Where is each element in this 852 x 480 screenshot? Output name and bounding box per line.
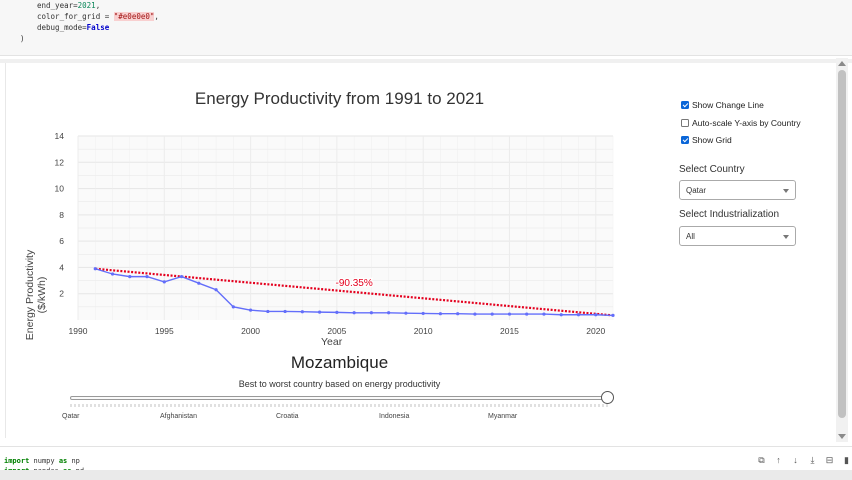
copy-icon[interactable]: ⧉ [758, 455, 765, 465]
x-tick-label: 2005 [327, 326, 346, 336]
industrialization-select[interactable]: All [679, 226, 796, 246]
change-annotation: -90.35% [336, 278, 373, 289]
checkbox-icon[interactable] [681, 119, 689, 127]
country-select-value: Qatar [686, 186, 707, 195]
x-axis-label: Year [321, 336, 343, 348]
y-tick-label: 12 [55, 157, 65, 167]
data-point [507, 312, 512, 316]
chevron-down-icon [783, 189, 789, 193]
data-point [542, 312, 546, 316]
checkbox-icon[interactable] [681, 136, 689, 144]
data-point [145, 275, 149, 279]
scroll-thumb[interactable] [838, 70, 846, 418]
insert-below-icon[interactable]: ⤓ [810, 455, 815, 465]
data-point [352, 311, 356, 315]
code-line: end_year=2021, [37, 1, 101, 10]
data-point [179, 275, 184, 279]
slider-handle[interactable] [601, 391, 614, 404]
slider-mark[interactable]: Indonesia [379, 413, 410, 420]
code-line: import numpy as np [4, 457, 80, 465]
y-tick-label: 4 [59, 262, 64, 272]
data-point [335, 310, 339, 314]
code-line: ) [20, 34, 25, 43]
slider-ticks [70, 404, 608, 407]
y-tick-label: 10 [55, 184, 65, 194]
data-point [594, 313, 598, 317]
data-point [404, 311, 408, 315]
delete-icon[interactable]: ▮ [844, 455, 849, 465]
code-cell-top[interactable]: end_year=2021, color_for_grid = "#e0e0e0… [0, 0, 852, 56]
cell-separator [0, 59, 852, 63]
x-tick-label: 2010 [414, 326, 433, 336]
selected-country-title: Mozambique [290, 353, 389, 372]
slider-mark[interactable]: Croatia [276, 413, 299, 420]
x-tick-label: 2020 [586, 326, 605, 336]
line-chart: 2 4 6 8 10 12 14 1990 1995 2000 2005 2010 2015 2020 -… [55, 131, 615, 336]
cell-toolbar: ⧉ ↑ ↓ ⤓ ⊟ ▮ [756, 455, 852, 466]
select-country-label: Select Country [679, 164, 745, 175]
x-tick-label: 2000 [241, 326, 260, 336]
data-point [490, 312, 494, 316]
data-point [576, 313, 581, 317]
x-tick-label: 1990 [69, 326, 88, 336]
x-tick-label: 2015 [500, 326, 519, 336]
select-industrialization-label: Select Industrialization [679, 209, 780, 220]
slider-mark[interactable]: Qatar [62, 413, 80, 420]
scroll-down-icon[interactable] [838, 434, 846, 439]
y-axis-label: Energy Productivity ($/kWh) [24, 249, 48, 341]
data-point [438, 312, 443, 316]
slider-mark[interactable]: Afghanistan [160, 413, 197, 420]
arrow-up-icon[interactable]: ↑ [776, 455, 781, 465]
x-tick-label: 1995 [155, 326, 174, 336]
chevron-down-icon [783, 235, 789, 239]
bottom-strip [0, 470, 852, 480]
data-point [128, 275, 132, 279]
data-point [162, 280, 166, 284]
data-point [110, 272, 115, 276]
arrow-down-icon[interactable]: ↓ [793, 455, 798, 465]
y-tick-label: 14 [55, 131, 65, 141]
chart-title: Energy Productivity from 1991 to 2021 [194, 89, 485, 108]
data-point [318, 310, 322, 314]
data-point [231, 305, 235, 309]
data-point [248, 308, 253, 312]
auto-scale-checkbox[interactable]: Auto-scale Y-axis by Country [681, 118, 801, 128]
code-line: debug_mode=False [37, 23, 110, 32]
scroll-up-icon[interactable] [838, 61, 846, 66]
slider-mark[interactable]: Myanmar [488, 413, 518, 420]
checkbox-label: Show Grid [692, 135, 732, 145]
data-point [197, 281, 201, 285]
data-point [300, 310, 304, 314]
data-point [456, 312, 460, 316]
y-tick-label: 8 [59, 210, 64, 220]
merge-icon[interactable]: ⊟ [825, 455, 834, 465]
checkbox-icon[interactable] [681, 101, 689, 109]
data-point [421, 311, 425, 316]
cell-output: Energy Productivity from 1991 to 2021 2 4… [5, 63, 833, 438]
checkbox-label: Show Change Line [692, 100, 764, 110]
country-rank-slider[interactable] [70, 396, 608, 400]
data-point [93, 267, 97, 271]
data-point [369, 311, 373, 315]
industrialization-select-value: All [686, 232, 695, 241]
output-scrollbar[interactable] [836, 58, 848, 442]
show-change-line-checkbox[interactable]: Show Change Line [681, 100, 764, 110]
data-point [611, 313, 615, 317]
slider-subtitle: Best to worst country based on energy pr… [238, 379, 441, 389]
checkbox-label: Auto-scale Y-axis by Country [692, 118, 801, 128]
data-point [214, 288, 218, 292]
data-point [473, 312, 477, 316]
data-point [525, 312, 529, 316]
data-point [559, 313, 563, 317]
show-grid-checkbox[interactable]: Show Grid [681, 135, 732, 145]
country-select[interactable]: Qatar [679, 180, 796, 200]
data-point [266, 309, 270, 314]
data-point [283, 309, 287, 314]
y-tick-label: 2 [59, 289, 64, 299]
data-point [387, 311, 391, 315]
code-line: color_for_grid = "#e0e0e0", [37, 12, 159, 21]
y-tick-label: 6 [59, 236, 64, 246]
